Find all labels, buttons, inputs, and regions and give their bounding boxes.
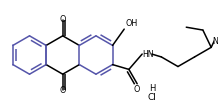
Text: HN: HN	[142, 50, 154, 58]
Text: O: O	[60, 86, 66, 95]
Text: O: O	[60, 15, 66, 24]
Text: H: H	[149, 84, 155, 93]
Text: Cl: Cl	[148, 93, 156, 102]
Text: OH: OH	[125, 19, 137, 28]
Text: O: O	[134, 85, 140, 94]
Text: N: N	[212, 37, 218, 46]
